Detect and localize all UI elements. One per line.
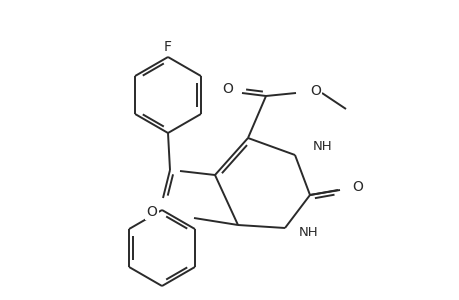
Text: O: O [309, 84, 320, 98]
Text: O: O [146, 205, 157, 219]
Text: O: O [222, 82, 233, 96]
Text: NH: NH [312, 140, 332, 154]
Text: F: F [164, 40, 172, 54]
Text: O: O [351, 180, 362, 194]
Text: NH: NH [298, 226, 318, 239]
